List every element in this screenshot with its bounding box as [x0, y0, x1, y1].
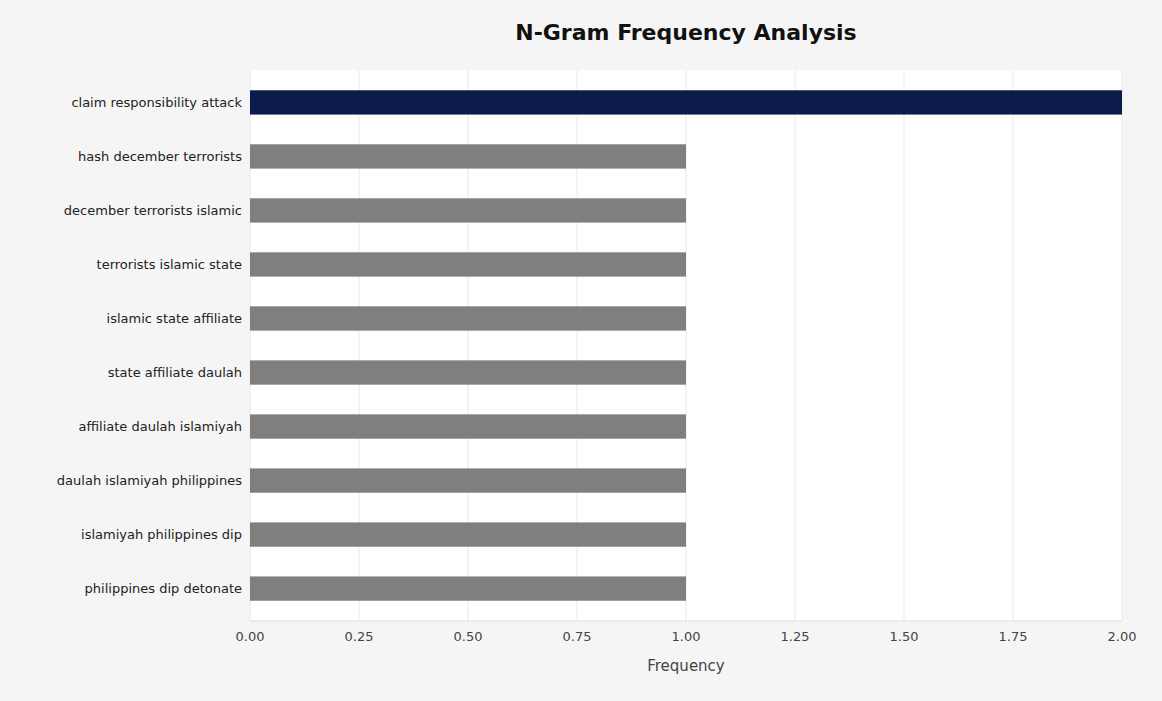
y-tick-label: affiliate daulah islamiyah	[79, 419, 243, 434]
bars	[250, 90, 1122, 600]
x-tick-label: 1.00	[672, 629, 701, 644]
bar	[250, 90, 1122, 114]
y-tick-label: philippines dip detonate	[85, 581, 242, 596]
x-tick-label: 0.50	[454, 629, 483, 644]
x-tick-label: 1.25	[781, 629, 810, 644]
grid-line	[795, 70, 796, 621]
bar	[250, 198, 686, 222]
chart-container: 0.00 0.25 0.50 0.75 1.00 1.25 1.50 1.75 2.00 phil…	[0, 0, 1162, 701]
grid	[250, 70, 1122, 621]
x-tick-label: 2.00	[1108, 629, 1137, 644]
y-tick-label: state affiliate daulah	[108, 365, 242, 380]
title: N-Gram Frequency Analysis	[515, 20, 856, 45]
bar	[250, 414, 686, 438]
x-axis-label: Frequency	[647, 657, 725, 675]
bar	[250, 144, 686, 168]
bar	[250, 522, 686, 546]
x-tick-label: 0.00	[236, 629, 265, 644]
x-axis-line	[250, 621, 1122, 622]
bar	[250, 576, 686, 600]
x-tick-label: 1.75	[999, 629, 1028, 644]
y-tick-label: claim responsibility attack	[71, 95, 242, 110]
bar	[250, 252, 686, 276]
y-tick-label: december terrorists islamic	[64, 203, 242, 218]
y-tick-label: islamic state affiliate	[107, 311, 242, 326]
bar	[250, 306, 686, 330]
y-tick-label: terrorists islamic state	[97, 257, 242, 272]
x-tick-label: 0.25	[345, 629, 374, 644]
bar	[250, 468, 686, 492]
grid-line	[904, 70, 905, 621]
plot-background	[250, 70, 1122, 621]
grid-line	[1122, 70, 1123, 621]
x-ticks: 0.00 0.25 0.50 0.75 1.00 1.25 1.50 1.75 2.00	[236, 629, 1137, 644]
x-tick-label: 1.50	[890, 629, 919, 644]
grid-line	[1013, 70, 1014, 621]
chart-svg: 0.00 0.25 0.50 0.75 1.00 1.25 1.50 1.75 2.00 phil…	[0, 0, 1162, 701]
y-ticks: philippines dip detonate islamiyah philip…	[57, 95, 243, 596]
y-tick-label: islamiyah philippines dip	[81, 527, 242, 542]
y-tick-label: daulah islamiyah philippines	[57, 473, 242, 488]
y-tick-label: hash december terrorists	[78, 149, 242, 164]
x-tick-label: 0.75	[563, 629, 592, 644]
bar	[250, 360, 686, 384]
